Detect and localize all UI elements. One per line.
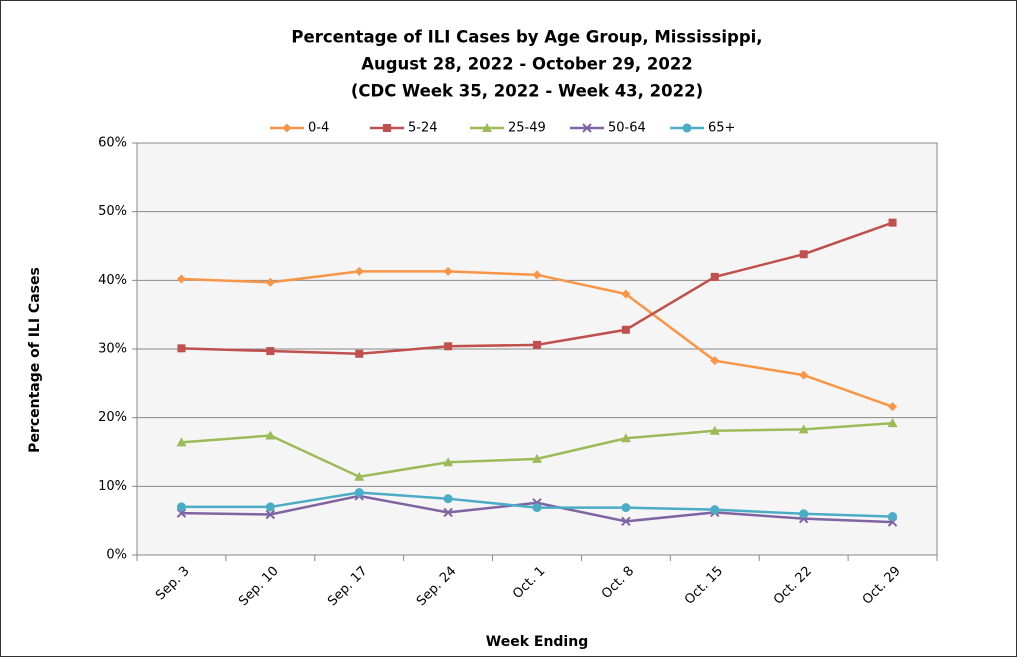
y-tick-label: 0% bbox=[106, 548, 127, 563]
marker bbox=[799, 370, 809, 380]
marker bbox=[177, 344, 186, 353]
marker bbox=[582, 123, 592, 133]
marker bbox=[443, 457, 454, 467]
marker bbox=[888, 512, 898, 522]
marker bbox=[621, 325, 630, 334]
marker bbox=[799, 509, 809, 519]
chart-title: Percentage of ILI Cases by Age Group, Mi… bbox=[291, 28, 762, 47]
marker bbox=[265, 509, 276, 520]
y-tick-label: 60% bbox=[98, 136, 127, 151]
marker bbox=[265, 277, 275, 287]
legend-label: 0-4 bbox=[308, 121, 329, 136]
y-tick-label: 30% bbox=[98, 342, 127, 357]
marker bbox=[282, 123, 292, 133]
marker bbox=[265, 430, 276, 440]
y-axis-title: Percentage of ILI Cases bbox=[27, 267, 43, 453]
marker bbox=[533, 340, 541, 349]
marker bbox=[620, 433, 631, 443]
y-tick-label: 50% bbox=[98, 204, 127, 219]
chart-title: (CDC Week 35, 2022 - Week 43, 2022) bbox=[351, 82, 703, 101]
y-tick-label: 10% bbox=[98, 479, 127, 494]
marker bbox=[443, 266, 453, 276]
marker bbox=[799, 250, 808, 259]
marker bbox=[532, 453, 542, 463]
marker bbox=[266, 347, 275, 356]
marker bbox=[888, 402, 898, 412]
legend-label: 5-24 bbox=[408, 121, 438, 136]
marker bbox=[888, 218, 897, 227]
marker bbox=[444, 342, 453, 351]
marker bbox=[682, 123, 692, 133]
marker bbox=[354, 488, 364, 498]
legend-label: 65+ bbox=[708, 121, 735, 136]
marker bbox=[354, 471, 365, 481]
marker bbox=[443, 507, 453, 518]
marker bbox=[383, 124, 391, 132]
marker bbox=[710, 505, 720, 515]
marker bbox=[355, 349, 364, 358]
marker bbox=[482, 123, 492, 132]
marker bbox=[176, 437, 187, 447]
y-tick-label: 40% bbox=[98, 273, 127, 288]
marker bbox=[532, 270, 542, 280]
y-tick-label: 20% bbox=[98, 410, 127, 425]
legend-label: 25-49 bbox=[508, 121, 546, 136]
marker bbox=[354, 266, 364, 276]
marker bbox=[532, 503, 542, 513]
marker bbox=[710, 356, 720, 366]
chart-title: August 28, 2022 - October 29, 2022 bbox=[361, 55, 693, 74]
marker bbox=[710, 272, 719, 281]
x-axis-title: Week Ending bbox=[486, 634, 588, 650]
marker bbox=[887, 418, 898, 428]
marker bbox=[176, 274, 186, 284]
marker bbox=[443, 494, 453, 504]
marker bbox=[176, 502, 186, 512]
marker bbox=[621, 516, 631, 527]
legend-label: 50-64 bbox=[608, 121, 646, 136]
marker bbox=[798, 424, 809, 434]
marker bbox=[621, 289, 631, 299]
marker bbox=[621, 503, 631, 513]
marker bbox=[709, 425, 720, 435]
marker bbox=[265, 502, 275, 512]
